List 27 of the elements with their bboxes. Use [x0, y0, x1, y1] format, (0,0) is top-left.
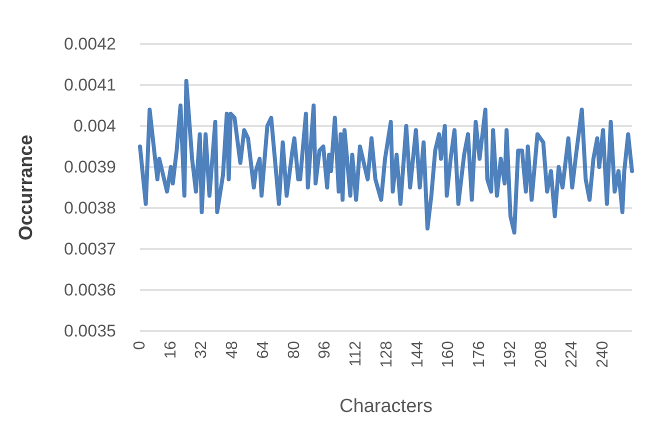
x-tick-label: 112 — [348, 340, 365, 367]
x-tick-label: 128 — [378, 340, 396, 368]
x-tick-label: 0 — [132, 340, 148, 350]
x-tick-label: 224 — [564, 340, 581, 368]
x-tick-label: 160 — [440, 340, 458, 368]
x-tick-label: 176 — [471, 340, 488, 368]
y-tick-label: 0.004 — [73, 116, 116, 136]
y-tick-label: 0.0037 — [64, 240, 116, 258]
x-tick-label: 144 — [409, 340, 426, 368]
x-tick-label: 32 — [193, 340, 210, 359]
y-tick-label: 0.0035 — [64, 322, 116, 340]
y-tick-label: 0.0039 — [64, 158, 116, 176]
x-tick-label: 208 — [532, 340, 550, 368]
x-tick-label: 16 — [162, 340, 180, 359]
y-tick-label: 0.0036 — [64, 280, 116, 300]
x-tick-label: 64 — [254, 340, 272, 359]
x-tick-label: 192 — [502, 340, 519, 368]
y-tick-label: 0.0041 — [64, 76, 116, 94]
x-tick-label: 96 — [316, 340, 334, 359]
y-tick-label: 0.0042 — [64, 34, 116, 54]
y-tick-label: 0.0038 — [64, 198, 116, 218]
line-series — [138, 78, 634, 235]
x-tick-label: 48 — [224, 340, 242, 359]
y-axis-title: Occurrance — [16, 134, 37, 240]
x-tick-label: 240 — [594, 340, 612, 368]
x-axis-title: Characters — [340, 396, 432, 417]
x-tick-label: 80 — [286, 340, 303, 359]
